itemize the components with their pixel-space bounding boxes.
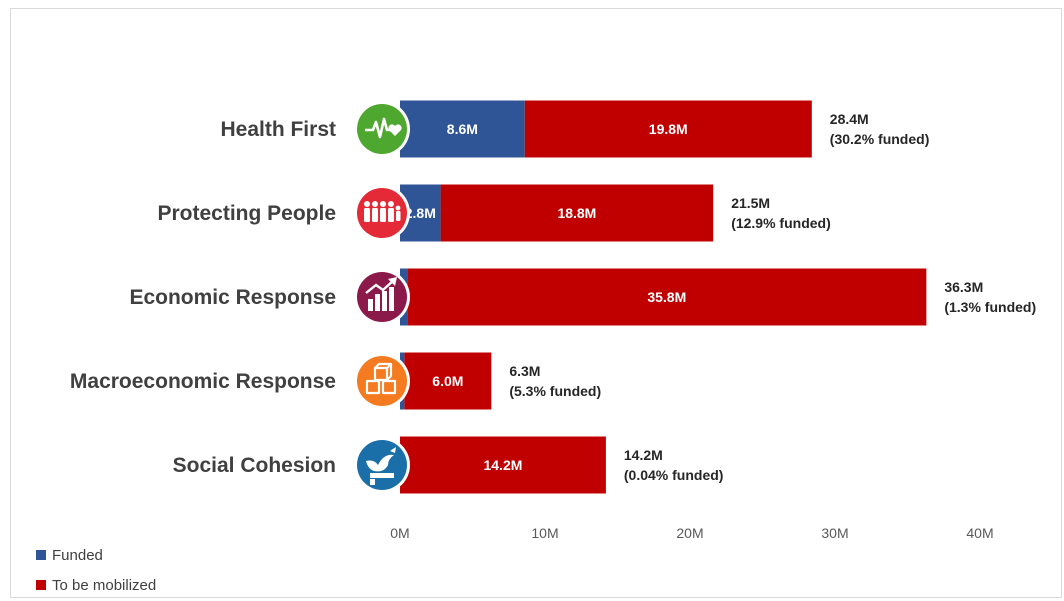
total-funded-label: (1.3% funded) [944,299,1036,315]
bar-value-label: 14.2M [483,457,522,473]
x-tick-label: 40M [966,525,993,541]
bar-protecting-people-to-be-mobilized [440,184,714,242]
x-tick-label: 20M [676,525,703,541]
bar-social-cohesion-to-be-mobilized [400,436,606,494]
legend-label-to-be-mobilized: To be mobilized [52,576,157,594]
total-funded-label: (0.04% funded) [624,467,724,483]
category-label-social-cohesion: Social Cohesion [173,454,336,477]
bar-health-first-funded [400,100,525,158]
bar-economic-response-to-be-mobilized [407,268,927,326]
category-label-economic-response: Economic Response [129,286,336,309]
total-amount-label: 6.3M [509,363,540,379]
bar-value-label: 35.8M [647,289,686,305]
total-funded-label: (5.3% funded) [509,383,601,399]
total-amount-label: 21.5M [731,195,770,211]
total-funded-label: (12.9% funded) [731,215,831,231]
bar-health-first-to-be-mobilized [524,100,812,158]
legend-item-funded: Funded [36,540,156,570]
category-label-macroeconomic-response: Macroeconomic Response [70,370,336,393]
category-label-protecting-people: Protecting People [157,202,336,225]
total-amount-label: 36.3M [944,279,983,295]
dove-handshake-icon [354,437,410,493]
legend-item-to-be-mobilized: To be mobilized [36,570,156,600]
x-tick-label: 10M [531,525,558,541]
cubes-icon [354,353,410,409]
heartbeat-icon [354,101,410,157]
bar-value-label: 2.8M [405,205,436,221]
people-group-icon [354,185,410,241]
growth-chart-icon [354,269,410,325]
bar-value-label: 19.8M [649,121,688,137]
legend-label-funded: Funded [52,546,103,564]
total-amount-label: 14.2M [624,447,663,463]
legend-swatch-to-be-mobilized [36,580,46,590]
legend: Funded To be mobilized [36,540,156,600]
x-tick-label: 0M [390,525,409,541]
category-label-health-first: Health First [220,118,336,141]
total-funded-label: (30.2% funded) [830,131,930,147]
bar-macroeconomic-response-to-be-mobilized [404,352,492,410]
bar-value-label: 18.8M [557,205,596,221]
bar-value-label: 8.6M [447,121,478,137]
total-amount-label: 28.4M [830,111,869,127]
bar-value-label: 6.0M [432,373,463,389]
legend-swatch-funded [36,550,46,560]
x-tick-label: 30M [821,525,848,541]
